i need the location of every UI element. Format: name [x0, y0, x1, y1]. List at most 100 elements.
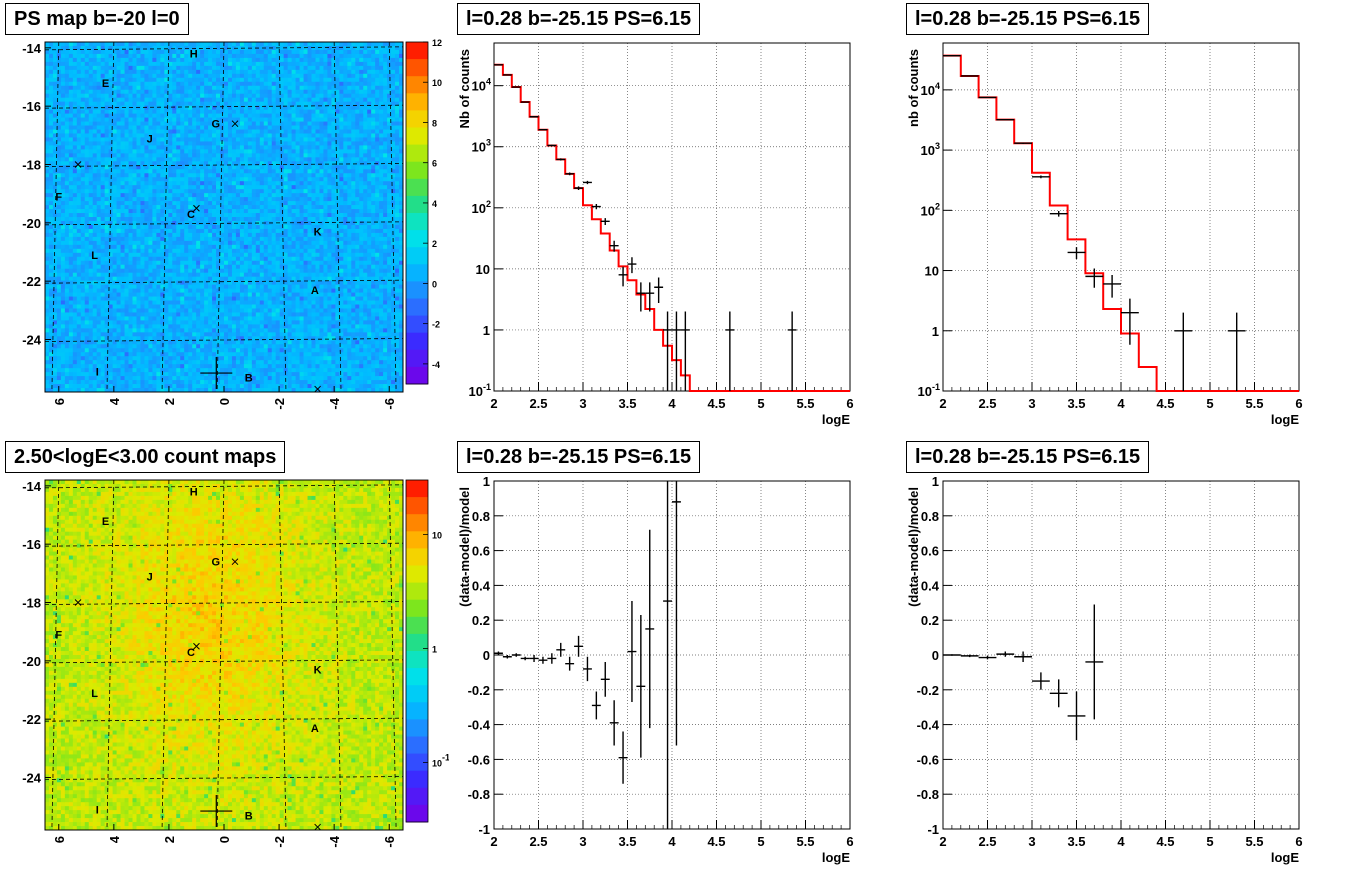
colorbar — [406, 42, 428, 385]
y-tick-label: 104 — [921, 81, 940, 98]
residual-point — [645, 529, 655, 729]
data-point — [1032, 175, 1050, 179]
x-tick-label: 2.5 — [978, 396, 996, 411]
data-point — [574, 186, 583, 191]
y-tick-label: 10 — [476, 262, 490, 277]
source-cross-marker — [193, 642, 200, 650]
x-tick-label: 3 — [579, 834, 586, 849]
source-label: I — [96, 805, 99, 817]
x-tick-label: 4 — [1117, 834, 1125, 849]
count-map-panel: -14 -16 -18 -20 -22 -24 6 4 2 0 -2 -4 -6 H E G J F C K L A I B 1… — [0, 438, 449, 876]
x-axis-title: logE — [1271, 412, 1299, 427]
plot-grid — [942, 480, 1300, 830]
y-tick-label: 0.6 — [921, 544, 939, 559]
y-tick-label: 0.4 — [921, 578, 940, 593]
source-cross-marker — [74, 161, 82, 168]
plot-grid — [942, 43, 1300, 392]
data-point — [547, 144, 557, 147]
residual-chart-2: 2 2.5 3 3.5 4 4.5 5 5.5 6 1 0.8 0.6 0.4 0.2 0 -0.2 -0.4 -… — [906, 474, 1303, 865]
x-tick-label: 4 — [668, 834, 676, 849]
data-point — [996, 118, 1015, 121]
grid-meridian — [333, 41, 342, 393]
data-point — [520, 101, 530, 103]
data-point — [609, 240, 619, 252]
x-tick-label: 4.5 — [1156, 834, 1174, 849]
x-tick-label: 4 — [1117, 396, 1125, 411]
colorbar-tick-label: 0 — [432, 279, 437, 289]
y-tick-label: -16 — [22, 537, 41, 552]
x-tick-label: 2 — [939, 396, 946, 411]
x-tick-label: -4 — [327, 835, 342, 847]
residual-points — [494, 481, 681, 829]
source-label: H — [190, 49, 198, 61]
x-tick-label: 6 — [846, 834, 853, 849]
y-tick-label: 1 — [932, 474, 939, 489]
data-point — [978, 96, 997, 99]
y-tick-label: 10-1 — [469, 382, 491, 399]
spectrum-panel-2: 2 2.5 3 3.5 4 4.5 5 5.5 6 10-1 1 10 102 103 104 logE nb … — [898, 0, 1347, 438]
x-tick-label: 4 — [107, 835, 122, 843]
y-tick-label: -0.2 — [917, 683, 939, 698]
source-label: B — [245, 810, 253, 822]
x-tick-label: 5.5 — [796, 396, 814, 411]
spectrum-chart-1: 2 2.5 3 3.5 4 4.5 5 5.5 6 10-1 1 10 102 103 104 logE Nb … — [457, 42, 854, 427]
spectrum-title-1: l=0.28 b=-25.15 PS=6.15 — [457, 3, 701, 35]
x-tick-label: 4.5 — [707, 834, 725, 849]
grid-meridian — [216, 41, 225, 393]
x-tick-label: 3 — [579, 396, 586, 411]
x-tick-label: 2.5 — [529, 396, 547, 411]
x-tick-label: 5 — [1206, 396, 1213, 411]
source-label: J — [147, 133, 153, 145]
residual-point — [1049, 679, 1068, 708]
plot-grid — [493, 480, 851, 830]
data-point — [529, 116, 539, 118]
residual-chart-1: 2 2.5 3 3.5 4 4.5 5 5.5 6 1 0.8 0.6 0.4 0.2 0 -0.2 -0.4 -… — [457, 474, 854, 865]
data-point — [1085, 268, 1104, 288]
grid-parallel — [44, 659, 404, 664]
data-point — [583, 180, 592, 185]
y-tick-label: 1 — [483, 474, 490, 489]
data-point — [1049, 211, 1068, 217]
y-tick-label: -0.4 — [468, 718, 491, 733]
plot-grid — [493, 43, 851, 392]
y-tick-label: -18 — [22, 158, 41, 173]
data-point — [627, 257, 637, 274]
grid-meridian — [278, 41, 287, 393]
y-tick-label: 0.2 — [921, 613, 939, 628]
residual-point — [565, 656, 575, 671]
colorbar-tick-label: -2 — [432, 320, 440, 330]
grid-parallel — [44, 104, 404, 109]
x-tick-label: 0 — [217, 836, 232, 843]
x-tick-label: 2 — [939, 834, 946, 849]
x-axis-title: logE — [1271, 850, 1299, 865]
spectrum-chart-2: 2 2.5 3 3.5 4 4.5 5 5.5 6 10-1 1 10 102 103 104 logE nb … — [906, 42, 1303, 427]
y-tick-label: -22 — [22, 712, 41, 727]
data-point — [663, 311, 672, 391]
grid-parallel — [44, 484, 404, 489]
x-tick-label: 6 — [52, 398, 67, 405]
residual-point — [538, 656, 548, 664]
source-cross-marker — [74, 599, 82, 606]
x-tick-label: 5.5 — [796, 834, 814, 849]
y-tick-label: 103 — [472, 138, 491, 155]
y-tick-label: -20 — [22, 216, 41, 231]
x-tick-label: 6 — [1295, 834, 1302, 849]
y-tick-label: -0.6 — [468, 752, 490, 767]
data-point — [787, 311, 797, 391]
colorbar-tick-label: 1 — [432, 644, 437, 654]
grid-parallel — [44, 338, 404, 342]
point-source-marker — [200, 357, 233, 390]
data-point — [1121, 298, 1139, 345]
x-tick-label: 3.5 — [618, 834, 636, 849]
coordinate-grid — [44, 41, 404, 393]
x-tick-label: 5 — [757, 834, 764, 849]
colorbar-frame — [405, 479, 429, 823]
residual-point — [627, 601, 637, 702]
source-label: L — [91, 250, 98, 262]
grid-meridian — [278, 479, 287, 831]
grid-parallel — [44, 163, 404, 167]
colorbar-tick-label: 10-1 — [432, 752, 449, 768]
grid-parallel — [44, 542, 404, 547]
y-tick-label: -16 — [22, 99, 41, 114]
y-tick-label: 104 — [472, 77, 491, 94]
